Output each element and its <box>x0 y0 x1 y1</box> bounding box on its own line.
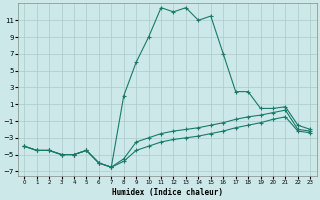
X-axis label: Humidex (Indice chaleur): Humidex (Indice chaleur) <box>112 188 223 197</box>
